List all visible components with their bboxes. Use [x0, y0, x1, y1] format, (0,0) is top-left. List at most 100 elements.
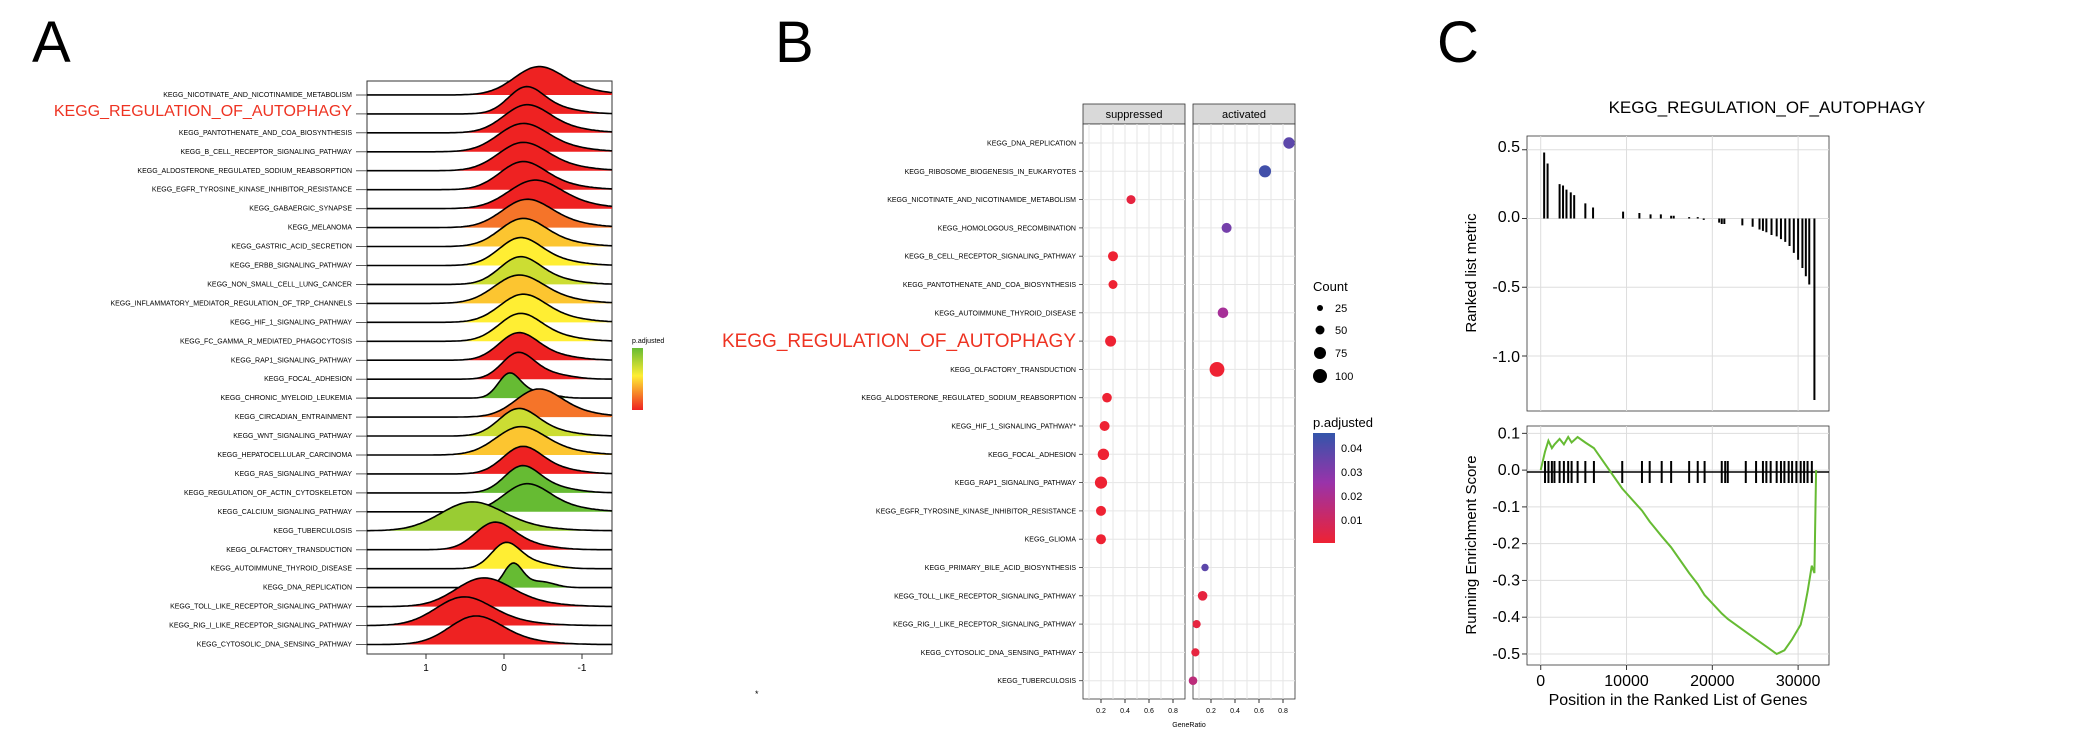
dotplot-category-label: KEGG_HIF_1_SIGNALING_PATHWAY* — [951, 424, 1076, 431]
gsea-top-y-tick: -1.0 — [1492, 349, 1520, 366]
dotplot-x-tick-label: 0.6 — [1254, 708, 1264, 715]
ridgeline-category-label: KEGG_HIF_1_SIGNALING_PATHWAY — [230, 319, 352, 326]
ridge-outline — [367, 85, 613, 115]
ridge-outline — [367, 255, 613, 286]
ridge-outline — [367, 198, 613, 229]
dotplot-category-label: KEGG_TUBERCULOSIS — [997, 678, 1076, 685]
dotplot-dot — [1096, 534, 1106, 545]
ridgeline-legend-colorbar — [632, 348, 643, 410]
dotplot-category-label: KEGG_PRIMARY_BILE_ACID_BIOSYNTHESIS — [925, 565, 1077, 572]
panel-letter-c: C — [1437, 10, 1479, 75]
ridgeline-category-label: KEGG_TOLL_LIKE_RECEPTOR_SIGNALING_PATHWA… — [170, 604, 352, 611]
gsea-top-y-label: Ranked list metric — [1463, 213, 1480, 333]
ridgeline-category-label: KEGG_RAS_SIGNALING_PATHWAY — [235, 471, 353, 478]
ridge-fill — [367, 352, 612, 380]
gsea-ranked-metric-bars — [1543, 152, 1816, 400]
gsea-x-tick-label: 20000 — [1690, 673, 1735, 690]
gsea-bottom-y-tick: 0.1 — [1498, 425, 1520, 442]
dotplot-dot — [1221, 222, 1232, 233]
ridge-outline — [367, 65, 613, 96]
ridge-outline — [367, 141, 613, 172]
ridge-fill — [367, 199, 612, 228]
ridge-outline — [367, 351, 612, 380]
ridgeline-category-label: KEGG_NON_SMALL_CELL_LUNG_CANCER — [207, 281, 352, 288]
ridge-outline — [367, 501, 613, 532]
dotplot-category-label: KEGG_REGULATION_OF_AUTOPHAGY — [722, 331, 1076, 352]
size-legend-dot-25 — [1317, 305, 1323, 311]
ridgeline-category-label: KEGG_HEPATOCELLULAR_CARCINOMA — [217, 452, 352, 459]
dotplot-grid — [1083, 124, 1295, 699]
ridge-fill — [367, 501, 612, 531]
dotplot-panel-activated — [1192, 123, 1296, 700]
ridge-fill — [367, 389, 612, 418]
gsea-bottom-y-tick: -0.3 — [1492, 572, 1520, 589]
dotplot-x-tick-label: 0.8 — [1278, 708, 1288, 715]
gsea-title: KEGG_REGULATION_OF_AUTOPHAGY — [1609, 98, 1926, 117]
dotplot-category-label: KEGG_OLFACTORY_TRANSDUCTION — [950, 367, 1076, 374]
dotplot-category-label: KEGG_HOMOLOGOUS_RECOMBINATION — [938, 225, 1076, 232]
ridgeline-category-label: KEGG_CHRONIC_MYELOID_LEUKEMIA — [221, 395, 353, 402]
ridgeline-category-label: KEGG_ALDOSTERONE_REGULATED_SODIUM_REABSO… — [137, 168, 352, 175]
gsea-bottom-y-axis: Running Enrichment Score 0.1 0.0 -0.1 -0.2 -… — [1463, 425, 1527, 663]
ridge-outline — [367, 464, 613, 494]
dotplot-category-label: KEGG_TOLL_LIKE_RECEPTOR_SIGNALING_PATHWA… — [894, 593, 1076, 600]
dotplot-category-label: KEGG_B_CELL_RECEPTOR_SIGNALING_PATHWAY — [904, 254, 1076, 261]
ridgeline-category-label: KEGG_RAP1_SIGNALING_PATHWAY — [231, 357, 352, 364]
dotplot-x-ticks: 0.2 0.4 0.6 0.8 0.2 0.4 0.6 0.8 — [1096, 699, 1288, 715]
dotplot-x-axis-label: GeneRatio — [1172, 722, 1206, 729]
ridgeline-category-label: KEGG_MELANOMA — [288, 225, 353, 232]
dotplot-category-label: KEGG_CYTOSOLIC_DNA_SENSING_PATHWAY — [921, 650, 1077, 657]
ridgeline-category-label: KEGG_CALCIUM_SIGNALING_PATHWAY — [218, 509, 353, 516]
dotplot-dot — [1108, 251, 1118, 262]
ridgeline-category-labels: KEGG_NICOTINATE_AND_NICOTINAMIDE_METABOL… — [54, 92, 367, 649]
ridge-outline — [367, 372, 612, 399]
dotplot-dot — [1197, 591, 1208, 601]
ridge-outline — [367, 425, 613, 456]
ridge-fill — [367, 161, 612, 190]
dotplot-dot — [1126, 195, 1136, 205]
ridge-fill — [367, 294, 612, 323]
dotplot-dots — [1094, 137, 1295, 685]
ridgeline-category-label: KEGG_GABAERGIC_SYNAPSE — [249, 206, 352, 213]
dotplot-category-label: KEGG_RIG_I_LIKE_RECEPTOR_SIGNALING_PATHW… — [893, 622, 1076, 629]
dotplot-category-label: KEGG_RIBOSOME_BIOGENESIS_IN_EUKARYOTES — [905, 169, 1077, 176]
ridgeline-category-label: KEGG_REGULATION_OF_ACTIN_CYTOSKELETON — [184, 490, 352, 497]
ridgeline-category-label: KEGG_DNA_REPLICATION — [263, 585, 352, 592]
ridge-outline — [367, 122, 613, 153]
dotplot-dot — [1209, 362, 1225, 377]
dotplot-dot — [1283, 137, 1295, 149]
gsea-bottom-y-tick: 0.0 — [1498, 462, 1520, 479]
dotplot-dot — [1108, 280, 1118, 289]
gsea-x-tick-label: 0 — [1536, 673, 1545, 690]
ridgeline-category-label: KEGG_CIRCADIAN_ENTRAINMENT — [235, 414, 353, 421]
color-legend-tick: 0.03 — [1341, 467, 1362, 479]
ridge-outline — [367, 160, 613, 191]
ridge-outline — [367, 179, 613, 210]
dotplot-dot — [1258, 165, 1272, 178]
dotplot-x-tick-label: 0.8 — [1168, 708, 1178, 715]
ridge-outline — [367, 445, 613, 475]
dotplot-dot — [1217, 307, 1229, 319]
dotplot-facet-label: suppressed — [1106, 109, 1163, 121]
gsea-running-es-line — [1539, 435, 1818, 656]
gsea-top-y-tick: 0.5 — [1498, 139, 1520, 156]
dotplot-panel-suppressed — [1082, 123, 1186, 700]
ridge-fill — [367, 237, 612, 266]
dotplot-facet-label: activated — [1222, 109, 1266, 121]
gsea-top-grid — [1522, 136, 1829, 411]
ridgeline-tick-label: 1 — [423, 663, 429, 674]
dotplot-category-label: KEGG_DNA_REPLICATION — [987, 141, 1076, 148]
ridgeline-category-label: KEGG_NICOTINATE_AND_NICOTINAMIDE_METABOL… — [163, 92, 352, 99]
ridge-outline — [367, 331, 612, 361]
size-legend-dot-75 — [1314, 347, 1326, 359]
ridgeline-color-legend: p.adjusted — [632, 338, 664, 410]
dotplot-category-label: KEGG_GLIOMA — [1025, 537, 1077, 544]
size-legend-dot-100 — [1313, 369, 1327, 383]
ridge-fill — [367, 446, 612, 474]
ridgeline-category-label: KEGG_AUTOIMMUNE_THYROID_DISEASE — [211, 566, 353, 573]
dotplot-color-legend: p.adjusted 0.04 0.03 0.02 0.01 — [1313, 415, 1373, 543]
ridge-outline — [367, 407, 612, 437]
dotplot-category-label: KEGG_PANTOTHENATE_AND_COA_BIOSYNTHESIS — [903, 282, 1076, 289]
panel-letter-b: B — [775, 10, 814, 75]
ridge-outline — [367, 615, 613, 646]
